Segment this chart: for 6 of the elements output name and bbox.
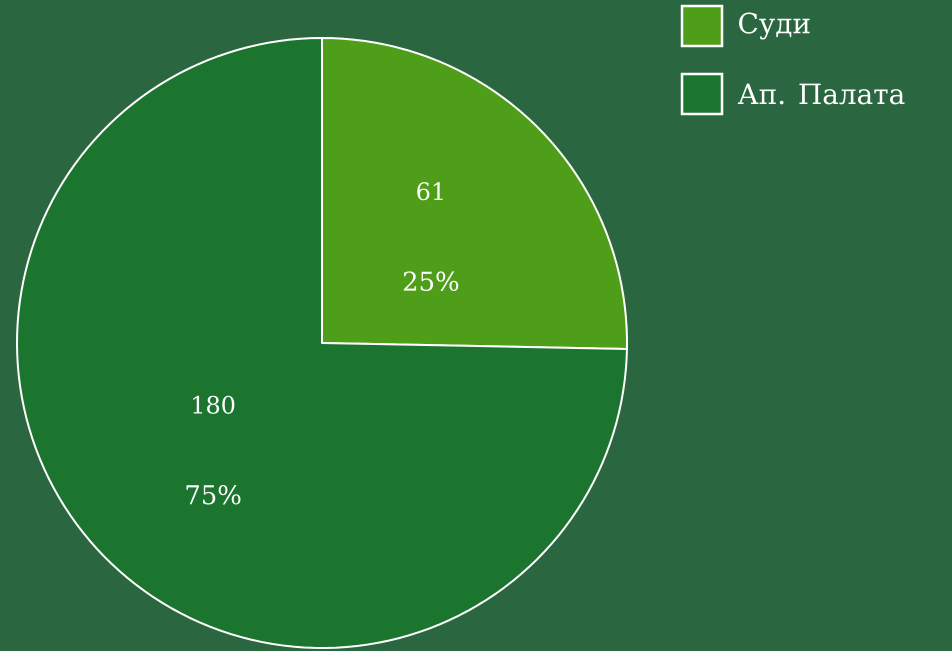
legend-label: Суди [739, 12, 810, 40]
text: 75% [186, 484, 240, 505]
data-label: 180 [193, 396, 234, 414]
legend-label: Ап. Палата [738, 84, 904, 104]
text: 25% [404, 271, 458, 292]
data-label: 61 [417, 182, 443, 200]
